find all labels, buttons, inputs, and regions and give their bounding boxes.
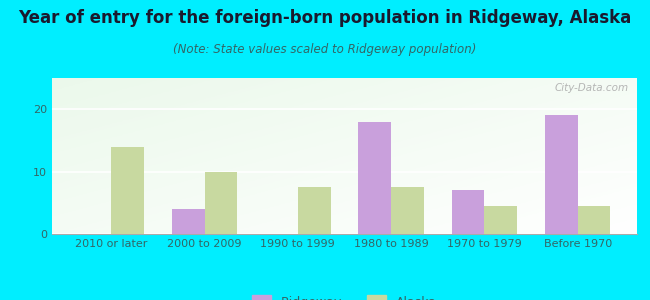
Text: (Note: State values scaled to Ridgeway population): (Note: State values scaled to Ridgeway p…	[174, 44, 476, 56]
Bar	[111, 147, 144, 234]
Legend: Ridgeway, Alaska: Ridgeway, Alaska	[247, 290, 442, 300]
Text: City-Data.com: City-Data.com	[554, 83, 628, 93]
Bar	[452, 190, 484, 234]
Bar	[545, 116, 578, 234]
Bar	[205, 172, 237, 234]
Bar	[298, 187, 330, 234]
Bar	[484, 206, 517, 234]
Bar	[359, 122, 391, 234]
Text: Year of entry for the foreign-born population in Ridgeway, Alaska: Year of entry for the foreign-born popul…	[18, 9, 632, 27]
Bar	[172, 209, 205, 234]
Bar	[391, 187, 424, 234]
Bar	[578, 206, 610, 234]
